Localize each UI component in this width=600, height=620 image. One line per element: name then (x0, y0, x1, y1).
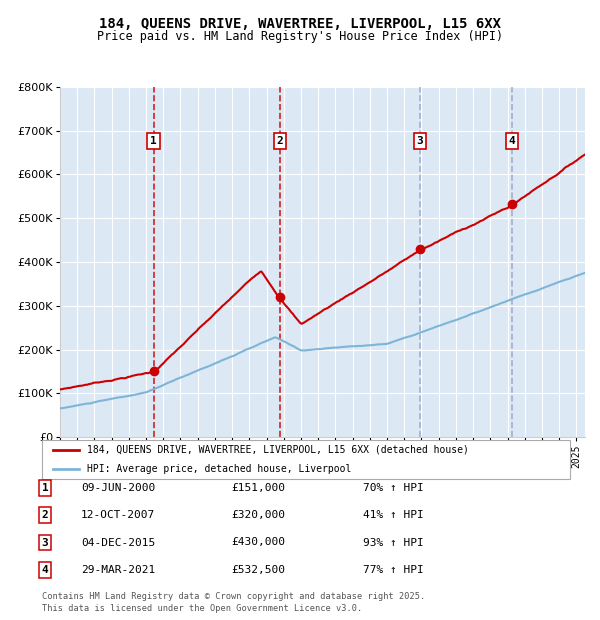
Text: £151,000: £151,000 (231, 483, 285, 493)
FancyBboxPatch shape (42, 440, 570, 479)
Text: 1: 1 (41, 483, 49, 493)
Text: Price paid vs. HM Land Registry's House Price Index (HPI): Price paid vs. HM Land Registry's House … (97, 30, 503, 43)
Text: 3: 3 (417, 136, 424, 146)
Text: £320,000: £320,000 (231, 510, 285, 520)
Text: £532,500: £532,500 (231, 565, 285, 575)
Text: 93% ↑ HPI: 93% ↑ HPI (363, 538, 424, 547)
Text: 70% ↑ HPI: 70% ↑ HPI (363, 483, 424, 493)
Text: 29-MAR-2021: 29-MAR-2021 (81, 565, 155, 575)
Text: 2: 2 (41, 510, 49, 520)
Text: 3: 3 (41, 538, 49, 547)
Text: £430,000: £430,000 (231, 538, 285, 547)
Text: 04-DEC-2015: 04-DEC-2015 (81, 538, 155, 547)
Text: 77% ↑ HPI: 77% ↑ HPI (363, 565, 424, 575)
Text: 41% ↑ HPI: 41% ↑ HPI (363, 510, 424, 520)
Text: This data is licensed under the Open Government Licence v3.0.: This data is licensed under the Open Gov… (42, 603, 362, 613)
Text: 4: 4 (508, 136, 515, 146)
Text: 4: 4 (41, 565, 49, 575)
Text: Contains HM Land Registry data © Crown copyright and database right 2025.: Contains HM Land Registry data © Crown c… (42, 592, 425, 601)
Text: 09-JUN-2000: 09-JUN-2000 (81, 483, 155, 493)
Text: HPI: Average price, detached house, Liverpool: HPI: Average price, detached house, Live… (87, 464, 351, 474)
Text: 12-OCT-2007: 12-OCT-2007 (81, 510, 155, 520)
Text: 2: 2 (277, 136, 283, 146)
Text: 184, QUEENS DRIVE, WAVERTREE, LIVERPOOL, L15 6XX: 184, QUEENS DRIVE, WAVERTREE, LIVERPOOL,… (99, 17, 501, 32)
Text: 184, QUEENS DRIVE, WAVERTREE, LIVERPOOL, L15 6XX (detached house): 184, QUEENS DRIVE, WAVERTREE, LIVERPOOL,… (87, 445, 469, 455)
Text: 1: 1 (150, 136, 157, 146)
